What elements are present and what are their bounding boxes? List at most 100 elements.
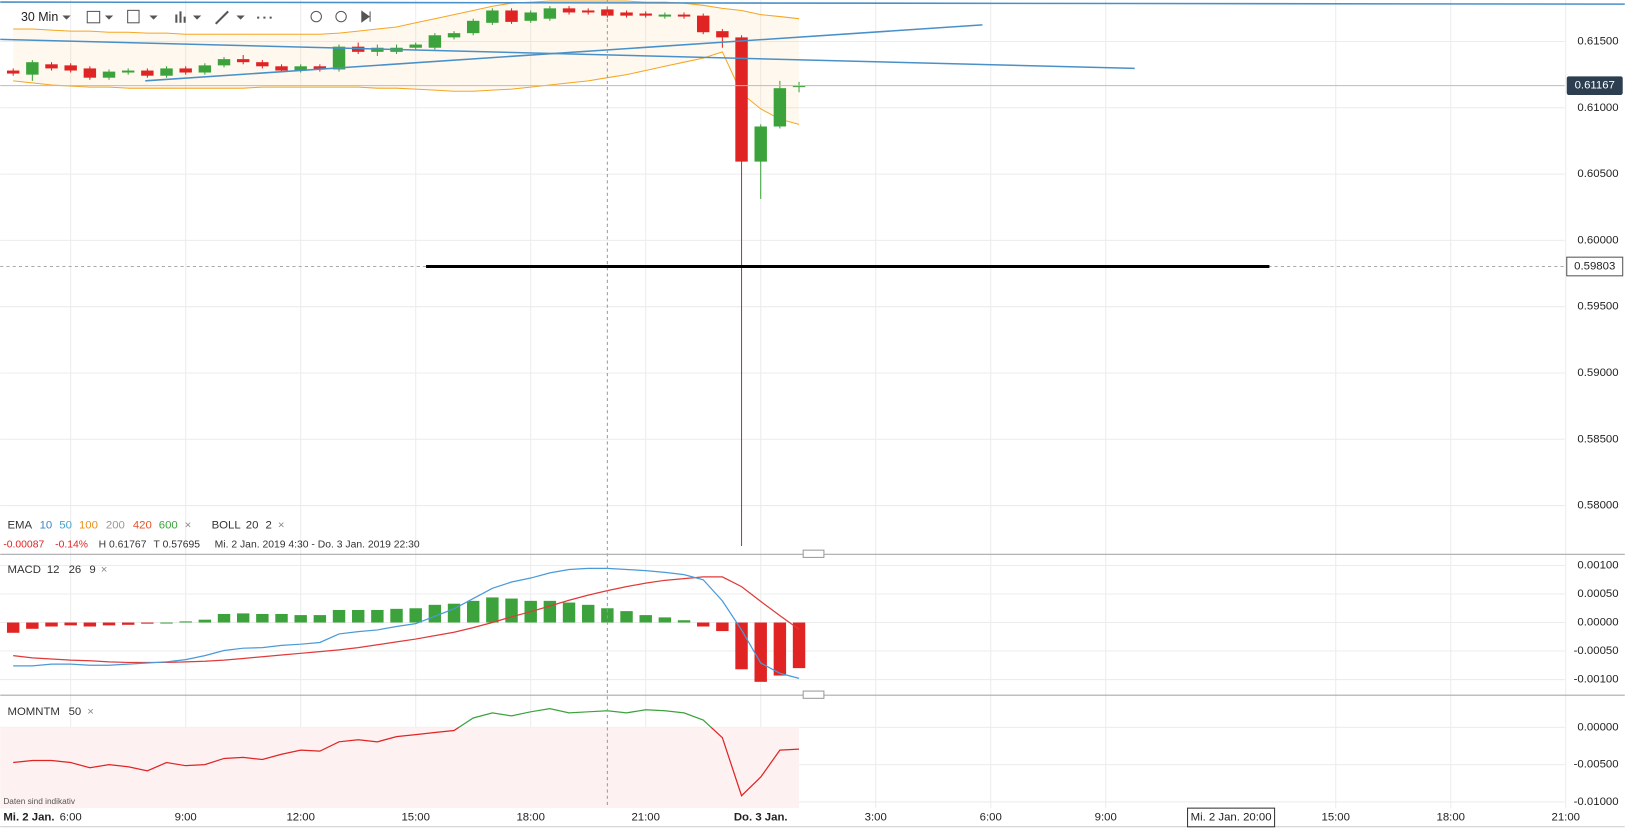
y-tick-label: 0.00000 (1577, 617, 1618, 629)
y-tick-label: 0.00050 (1577, 588, 1618, 600)
candle-body (409, 44, 422, 48)
remove-momentum[interactable]: × (87, 706, 94, 718)
macd-param: 26 (69, 564, 82, 576)
histogram-bar (466, 600, 480, 623)
histogram-bar (275, 613, 288, 623)
histogram-bar (409, 608, 422, 623)
x-tick-label: 6:00 (980, 811, 1002, 823)
candle-body (466, 20, 480, 34)
y-tick-label: -0.00050 (1574, 645, 1619, 657)
candle-body (754, 126, 767, 162)
boll-label: BOLL (212, 519, 241, 531)
histogram-bar (658, 617, 672, 623)
y-tick-label: 0.58500 (1577, 433, 1618, 445)
crosshair-label-box (1187, 807, 1276, 828)
trendline[interactable] (0, 38, 1135, 70)
candle-body (677, 14, 691, 17)
y-tick-label: -0.00500 (1574, 759, 1619, 771)
remove-ema[interactable]: × (185, 519, 192, 531)
last-price-box (1566, 76, 1623, 95)
x-tick-label: Do. 3 Jan. (734, 811, 788, 823)
histogram-bar (754, 622, 767, 682)
zoom-out-icon[interactable] (310, 10, 322, 23)
candle-body (275, 66, 288, 71)
resize-handle[interactable] (802, 690, 825, 699)
candle-body (45, 64, 58, 69)
interval-selector[interactable]: 30 Min (21, 10, 58, 24)
histogram-bar (505, 598, 518, 623)
x-tick-label: 12:00 (286, 811, 314, 823)
candle-body (64, 65, 77, 71)
histogram-bar (6, 622, 20, 633)
histogram-bar (313, 615, 327, 623)
dropdown-caret[interactable] (192, 15, 202, 20)
chart-type-icon[interactable] (86, 10, 101, 24)
footnote: Daten sind indikativ (3, 797, 76, 806)
x-tick-label: 9:00 (175, 811, 197, 823)
change-pct: -0.14% (55, 540, 88, 551)
zoom-in-icon[interactable] (335, 10, 347, 23)
boll-period: 20 (246, 519, 259, 531)
y-tick-label: 0.00100 (1577, 560, 1618, 572)
remove-macd[interactable]: × (101, 564, 108, 576)
change: -0.00087 (3, 540, 44, 551)
high: H 0.61767 (99, 540, 147, 551)
dropdown-caret[interactable] (236, 15, 245, 20)
x-tick-label: 6:00 (60, 811, 82, 823)
last-price-label: 0.61167 (1575, 80, 1615, 92)
signal-line (13, 576, 800, 664)
candle-body (543, 8, 557, 19)
x-tick-label: 15:00 (401, 811, 429, 823)
candle-body (505, 10, 518, 22)
y-tick-label: 0.00000 (1577, 721, 1618, 733)
candle-body (562, 8, 576, 13)
y-tick-label: -0.01000 (1574, 796, 1619, 808)
candle-body (141, 70, 154, 76)
momentum-param: 50 (69, 706, 82, 718)
histogram-bar (121, 622, 135, 625)
candle-body (773, 88, 787, 127)
candle-body (83, 68, 97, 78)
resize-handle[interactable] (802, 549, 825, 558)
indicator-icon[interactable] (175, 11, 186, 23)
low: T 0.57695 (154, 540, 201, 551)
candle-body (486, 10, 499, 23)
x-tick-label: 9:00 (1095, 811, 1117, 823)
histogram-bar (447, 603, 461, 623)
dropdown-caret[interactable] (104, 15, 114, 20)
y-tick-label: 0.60500 (1577, 168, 1618, 180)
histogram-bar (83, 622, 97, 627)
x-tick-label: 18:00 (516, 811, 544, 823)
histogram-bar (792, 622, 806, 669)
candle-body (332, 46, 346, 70)
trendline[interactable] (0, 1, 1625, 5)
candle-body (179, 68, 192, 73)
draw-icon[interactable] (214, 10, 229, 25)
histogram-bar (716, 622, 729, 632)
macd-param: 9 (89, 564, 95, 576)
template-icon[interactable] (127, 9, 140, 24)
crosshair-label: Mi. 2 Jan. 20:00 (1191, 811, 1272, 823)
histogram-bar (351, 609, 365, 623)
candle-body (294, 66, 307, 71)
dropdown-caret[interactable] (149, 15, 158, 20)
histogram-bar (141, 622, 154, 624)
macd-line (13, 567, 800, 680)
dropdown-caret[interactable] (62, 15, 71, 20)
remove-boll[interactable]: × (278, 519, 285, 531)
macd-param: 12 (47, 564, 60, 576)
candle-body (658, 14, 672, 17)
candle-body (121, 70, 135, 73)
x-tick-label: 21:00 (631, 811, 659, 823)
histogram-bar (198, 619, 212, 623)
histogram-bar (581, 604, 595, 623)
histogram-bar (102, 622, 116, 626)
play-icon[interactable] (361, 10, 371, 23)
candle-body (792, 85, 806, 88)
candle-body (102, 71, 116, 78)
histogram-bar (696, 622, 710, 627)
ema-period: 50 (59, 519, 72, 531)
trendline[interactable] (145, 24, 983, 82)
histogram-bar (562, 602, 576, 623)
